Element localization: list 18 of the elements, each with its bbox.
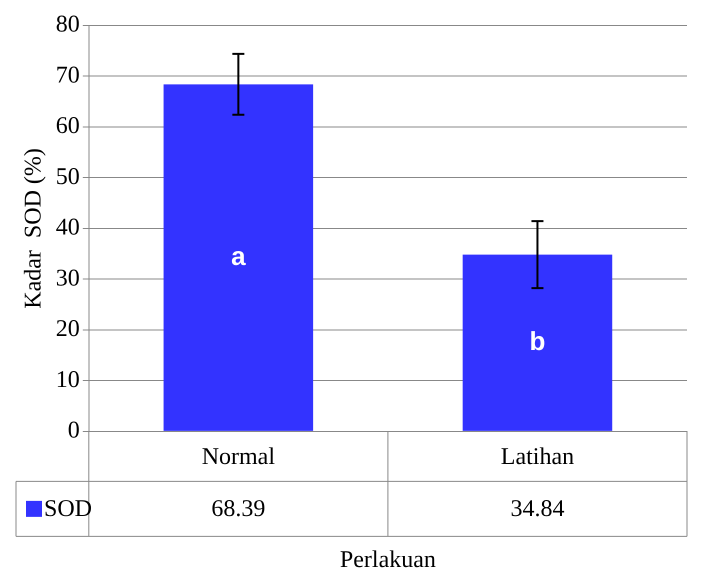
y-tick-label: 40	[56, 214, 80, 241]
data-label: 68.39	[211, 496, 266, 522]
y-tick-label: 10	[56, 366, 80, 393]
y-tick-label: 0	[68, 418, 80, 444]
x-tick-label: Normal	[202, 444, 276, 470]
y-tick-label: 20	[56, 316, 80, 342]
y-tick-label: 60	[56, 113, 80, 140]
annotation: b	[530, 326, 546, 356]
y-tick-label: 70	[56, 62, 80, 88]
data-label: 34.84	[510, 496, 564, 522]
y-tick-label: 30	[56, 265, 80, 292]
legend-label: SOD	[44, 496, 92, 522]
y-axis-title: Kadar SOD (%)	[20, 148, 47, 309]
x-axis-title: Perlakuan	[340, 546, 436, 573]
y-tick-label: 80	[56, 12, 80, 38]
x-tick-label: Latihan	[500, 444, 574, 470]
y-tick-label: 50	[56, 164, 80, 190]
annotation: a	[231, 240, 246, 271]
